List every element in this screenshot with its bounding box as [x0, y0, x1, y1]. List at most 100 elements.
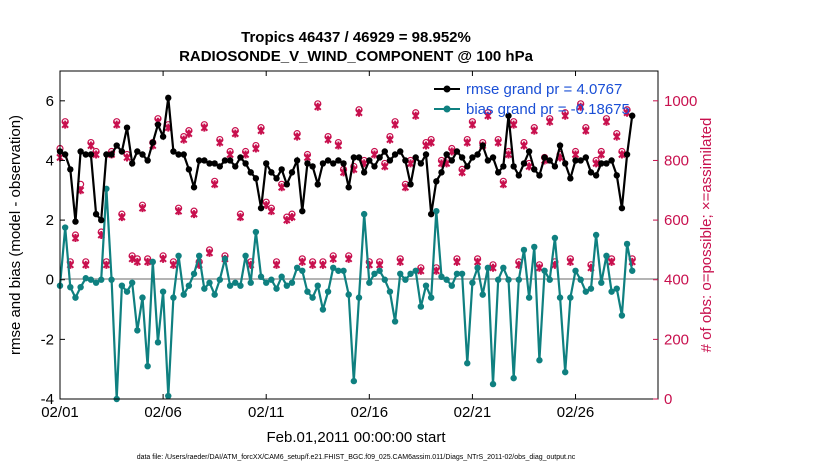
rmse-point [500, 163, 507, 170]
bias-point [443, 276, 450, 283]
y-tick-label: -4 [41, 391, 54, 408]
bias-point [293, 264, 301, 271]
bias-point [371, 270, 378, 277]
rmse-point [427, 210, 435, 218]
x-axis-label: Feb.01,2011 00:00:00 start [266, 429, 446, 446]
bias-point [381, 276, 388, 283]
bias-point [391, 318, 399, 325]
rmse-point [77, 148, 84, 155]
rmse-point [340, 160, 347, 167]
obs-assimilated-point [422, 141, 430, 150]
obs-assimilated-point [417, 266, 425, 275]
rmse-point [226, 157, 234, 164]
obs-assimilated-point [597, 150, 606, 159]
obs-assimilated-point [185, 129, 193, 138]
x-tick-label: 02/21 [454, 404, 492, 421]
rmse-point [494, 169, 502, 176]
bias-point [515, 276, 523, 283]
obs-assimilated-point [159, 254, 167, 263]
bias-point [159, 288, 167, 295]
x-tick-label: 02/16 [351, 404, 389, 421]
bias-series [56, 185, 636, 403]
bias-point [283, 282, 291, 289]
obs-assimilated-point [520, 141, 528, 150]
obs-assimilated-point [381, 162, 389, 171]
rmse-point [536, 172, 543, 179]
bias-point [531, 243, 538, 251]
rmse-point [149, 139, 156, 146]
rmse-point [407, 181, 414, 188]
rmse-point [479, 142, 486, 149]
bias-point [319, 306, 327, 313]
obs-assimilated-point [272, 260, 281, 269]
obs-assimilated-point [128, 254, 136, 263]
obs-assimilated-point [463, 138, 471, 147]
rmse-point [386, 157, 394, 164]
bias-point [582, 288, 590, 295]
bias-point [237, 282, 244, 289]
obs-assimilated-point [468, 120, 477, 129]
bias-point [572, 267, 579, 274]
bias-point [330, 264, 337, 271]
obs-assimilated-point [252, 144, 260, 153]
rmse-point [546, 157, 553, 164]
rmse-point [433, 178, 440, 185]
rmse-point [67, 166, 74, 173]
obs-assimilated-point [509, 120, 518, 129]
rmse-point [520, 160, 528, 167]
bias-point [314, 282, 321, 289]
y-tick-label: -2 [41, 331, 54, 348]
bias-point [484, 264, 492, 271]
rmse-point [623, 151, 631, 158]
rmse-point [195, 157, 203, 164]
rmse-point [391, 151, 399, 158]
bias-point [474, 264, 481, 271]
bias-point [170, 294, 177, 301]
obs-assimilated-point [607, 257, 616, 266]
obs-assimilated-point [319, 260, 327, 269]
bias-point [108, 276, 115, 283]
obs-assimilated-point [406, 159, 415, 168]
obs-assimilated-point [411, 111, 420, 120]
legend-bias-label: bias grand pr = -0.18675 [466, 101, 630, 118]
bias-point [123, 288, 131, 295]
chart-subtitle: RADIOSONDE_V_WIND_COMPONENT @ 100 hPa [179, 48, 534, 65]
obs-assimilated-point [118, 213, 126, 222]
rmse-point [608, 157, 615, 164]
rmse-point [422, 151, 430, 158]
rmse-point [350, 154, 358, 161]
obs-assimilated-point [231, 129, 239, 138]
obs-assimilated-point [546, 117, 554, 126]
bias-point [438, 273, 445, 280]
y-right-tick-label: 800 [664, 152, 689, 169]
y-right-tick-label: 1000 [664, 93, 697, 110]
rmse-point [61, 151, 69, 158]
bias-point [206, 279, 213, 286]
rmse-point [360, 169, 368, 176]
obs-assimilated-point [504, 150, 513, 159]
y-tick-label: 6 [46, 93, 54, 110]
bias-point [149, 258, 156, 266]
data-file-footer: data file: /Users/raeder/DAI/ATM_forcXX/… [137, 454, 576, 461]
obs-assimilated-point [190, 210, 198, 219]
obs-assimilated-point [87, 141, 95, 150]
bias-point [350, 377, 358, 385]
rmse-point [505, 112, 512, 119]
rmse-point [551, 163, 559, 170]
obs-assimilated-point [71, 233, 80, 242]
bias-point [165, 392, 172, 400]
obs-assimilated-point [582, 126, 590, 135]
y-right-tick-label: 600 [664, 212, 689, 229]
y-tick-label: 2 [46, 212, 54, 229]
rmse-point [556, 142, 564, 149]
rmse-point [283, 181, 291, 188]
y-axis-left-label: rmse and bias (model - observation) [7, 115, 24, 355]
bias-point [252, 228, 260, 236]
bias-point [154, 339, 162, 346]
x-axis-ticks: 02/01 02/06 02/11 02/16 02/21 02/26 [41, 71, 594, 421]
bias-point [134, 327, 141, 334]
rmse-point [448, 157, 455, 164]
rmse-point [134, 148, 141, 155]
bias-point [268, 276, 275, 283]
bias-point [525, 294, 533, 301]
